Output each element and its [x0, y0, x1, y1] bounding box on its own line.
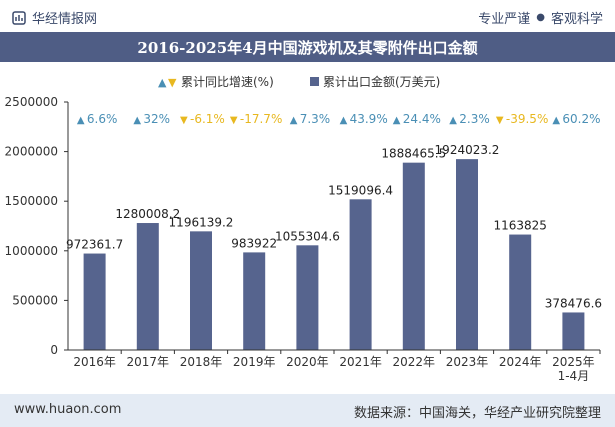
chart-title: 2016-2025年4月中国游戏机及其零附件出口金额: [137, 38, 478, 57]
x-tick-label: 2020年: [286, 355, 329, 369]
slogan-1: 专业严谨: [478, 12, 531, 27]
x-tick-label: 2021年: [339, 355, 382, 369]
x-tick-label: 2025年: [552, 355, 595, 369]
bar: [456, 159, 478, 350]
bar-value-label: 1196139.2: [169, 215, 234, 229]
legend-up-icon: ▲: [158, 76, 167, 89]
y-tick-label: 2500000: [5, 95, 58, 109]
y-tick-label: 1000000: [5, 244, 58, 258]
growth-label: 24.4%: [403, 112, 441, 126]
brand-name: 华经情报网: [32, 12, 98, 27]
bar-value-label: 1163825: [493, 219, 546, 233]
growth-down-icon: ▼: [230, 115, 238, 126]
legend-bar-swatch: [310, 77, 319, 86]
x-tick-label: 2023年: [446, 355, 489, 369]
growth-up-icon: ▲: [133, 115, 141, 126]
y-tick-label: 500000: [12, 293, 58, 307]
x-axis: 2016年 2017年 2018年 2019年 2020年 2021年 2022年 2023年…: [68, 349, 601, 383]
bar-value-label: 1280008.2: [115, 207, 180, 221]
bullet-icon: ●: [536, 12, 545, 23]
legend-export-label: 累计出口金额(万美元): [323, 74, 440, 89]
bar: [296, 245, 319, 350]
bar: [402, 162, 425, 350]
bar: [509, 234, 532, 350]
growth-down-icon: ▼: [180, 115, 188, 126]
growth-up-icon: ▲: [449, 115, 457, 126]
growth-up-icon: ▲: [340, 115, 348, 126]
growth-label: -39.5%: [506, 112, 548, 126]
top-bar: 华经情报网 专业严谨 ● 客观科学: [0, 0, 615, 32]
footer-website[interactable]: www.huaon.com: [14, 402, 122, 417]
brand[interactable]: 华经情报网: [12, 8, 97, 27]
y-tick-label: 2000000: [5, 145, 58, 159]
growth-up-icon: ▲: [393, 115, 401, 126]
growth-down-icon: ▼: [496, 115, 504, 126]
legend-growth-label: 累计同比增速(%): [181, 75, 274, 89]
bar: [349, 199, 372, 350]
x-tick-label: 1-4月: [558, 369, 590, 383]
y-tick-label: 0: [50, 343, 58, 357]
growth-label: 6.6%: [87, 112, 118, 126]
chart: ▲ ▼ 累计同比增速(%) 累计出口金额(万美元) 0 500000 1000000…: [5, 74, 602, 383]
growth-up-icon: ▲: [77, 115, 85, 126]
bar-value-label: 378476.6: [545, 296, 602, 310]
bar: [190, 231, 212, 350]
x-tick-label: 2019年: [233, 355, 276, 369]
x-tick-label: 2022年: [393, 355, 436, 369]
growth-label: 2.3%: [459, 112, 490, 126]
title-bar: 2016-2025年4月中国游戏机及其零附件出口金额: [0, 32, 615, 62]
bar-value-label: 1055304.6: [275, 229, 340, 243]
bar-value-label: 983922: [231, 236, 277, 250]
y-tick-label: 1500000: [5, 194, 58, 208]
bar: [562, 312, 585, 350]
bar: [83, 253, 106, 350]
bar-value-label: 972361.7: [66, 238, 123, 252]
bar: [243, 252, 266, 350]
slogan: 专业严谨 ● 客观科学: [478, 8, 603, 27]
growth-label: 43.9%: [350, 112, 388, 126]
growth-up-icon: ▲: [552, 115, 560, 126]
growth-up-icon: ▲: [290, 115, 298, 126]
x-tick-label: 2017年: [127, 355, 170, 369]
x-tick-label: 2024年: [499, 355, 542, 369]
growth-label: 32%: [143, 112, 170, 126]
legend: ▲ ▼ 累计同比增速(%) 累计出口金额(万美元): [158, 74, 440, 89]
bar-value-label: 1924023.2: [435, 143, 500, 157]
slogan-2: 客观科学: [550, 12, 603, 27]
x-tick-label: 2016年: [73, 355, 116, 369]
bar-value-label: 1519096.4: [328, 183, 393, 197]
y-axis: 0 500000 1000000 1500000 2000000 2500000: [5, 95, 69, 357]
brand-logo-icon: [12, 10, 26, 25]
growth-label: 60.2%: [562, 112, 600, 126]
growth-markers: ▲ 6.6% ▲ 32% ▼ -6.1% ▼ -17.7% ▲ 7.3% ▲ 43.9% ▲ 24.4% ▲…: [77, 112, 601, 126]
footer: www.huaon.com 数据来源：中国海关，华经产业研究院整理: [0, 394, 615, 427]
x-tick-label: 2018年: [180, 355, 223, 369]
legend-down-icon: ▼: [168, 76, 177, 89]
growth-label: -6.1%: [190, 112, 225, 126]
bar: [136, 223, 159, 350]
footer-source: 数据来源：中国海关，华经产业研究院整理: [353, 406, 601, 421]
growth-label: -17.7%: [240, 112, 282, 126]
bar-value-label: 1888465.5: [381, 147, 446, 161]
growth-label: 7.3%: [300, 112, 331, 126]
